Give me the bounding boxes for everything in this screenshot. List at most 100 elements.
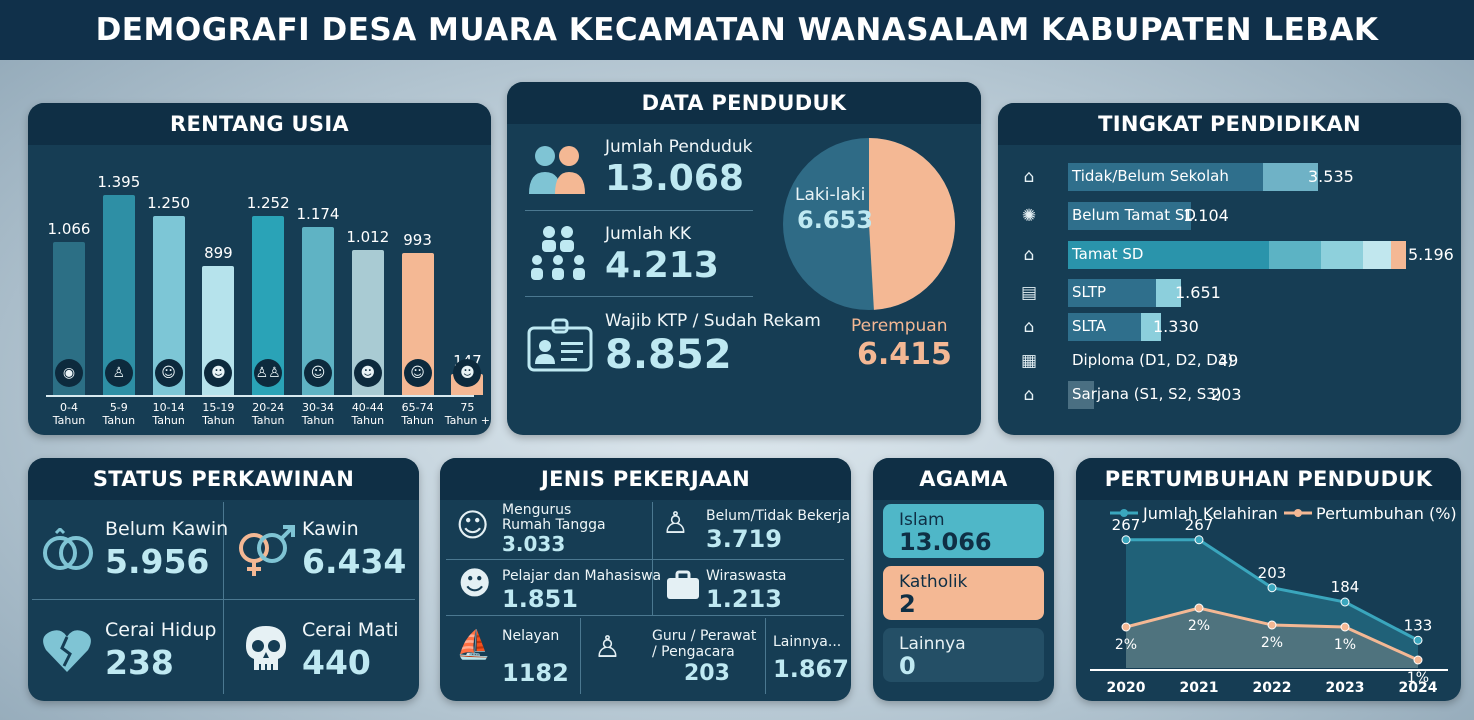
pendidikan-bar-segment — [1156, 279, 1181, 307]
lainnya-agama-value: 0 — [899, 652, 916, 680]
wajib-ktp-value: 8.852 — [605, 332, 732, 378]
pendidikan-row: ⌂ Tidak/Belum Sekolah 3.535 — [1012, 163, 1461, 191]
pekerjaan-panel: JENIS PEKERJAAN ☺ Mengurus Rumah Tangga … — [440, 458, 851, 701]
cerai-mati-label: Cerai Mati — [302, 619, 399, 641]
pendidikan-panel: TINGKAT PENDIDIKAN ⌂ Tidak/Belum Sekolah 3… — [998, 103, 1461, 435]
page-title: DEMOGRAFI DESA MUARA KECAMATAN WANASALAM… — [95, 12, 1379, 48]
pendidikan-row: ▤ SLTP 1.651 — [1012, 279, 1461, 307]
kid-icon: ☺ — [154, 359, 183, 387]
pendidikan-label: Sarjana (S1, S2, S3) — [1072, 385, 1222, 403]
pertumbuhan-point — [1340, 622, 1350, 632]
age-range-label: 40-44 Tahun — [338, 401, 398, 427]
rentang-usia-heading: RENTANG USIA — [28, 103, 491, 145]
pendidikan-bar-segment — [1068, 381, 1094, 409]
briefcase-icon — [666, 570, 700, 604]
pendidikan-bar-segment — [1068, 241, 1269, 269]
graduation-cap-icon: ⌂ — [1023, 167, 1035, 187]
pendidikan-bar-segment — [1263, 163, 1318, 191]
age-value-label: 993 — [403, 230, 432, 249]
age-unit-text: Tahun — [202, 414, 235, 427]
age-range-label: 10-14 Tahun — [139, 401, 199, 427]
belum-kawin-value: 5.956 — [105, 542, 210, 581]
pendidikan-bar — [1068, 279, 1181, 307]
kelahiran-point — [1121, 535, 1131, 545]
pekerjaan-heading: JENIS PEKERJAAN — [440, 458, 851, 500]
age-unit-text: Tahun + — [444, 414, 491, 427]
age-range-text: 40-44 — [351, 401, 384, 414]
perempuan-value: 6.415 — [857, 337, 952, 372]
pertumbuhan-point — [1121, 622, 1131, 632]
age-range-text: 20-24 — [252, 401, 285, 414]
pertumbuhan-data-label: 2% — [1188, 618, 1210, 634]
sarjana-cap-icon: ⌂ — [1023, 385, 1035, 405]
pendidikan-bar-segment — [1390, 241, 1406, 269]
senior-icon: ☻ — [453, 359, 482, 387]
id-card-icon — [527, 318, 593, 374]
age-unit-text: Tahun — [152, 414, 185, 427]
perempuan-label: Perempuan — [851, 316, 948, 336]
divider — [765, 618, 766, 694]
rings-icon — [40, 526, 96, 578]
pendidikan-bar-segment — [1363, 241, 1391, 269]
pertumbuhan-panel: PERTUMBUHAN PENDUDUK Jumlah Kelahiran Per… — [1076, 458, 1461, 701]
perkawinan-heading: STATUS PERKAWINAN — [28, 458, 419, 500]
divider — [525, 210, 753, 211]
age-value-label: 1.250 — [147, 193, 191, 212]
agama-panel: AGAMA Islam 13.066 Katholik 2 Lainnya 0 — [873, 458, 1054, 701]
age-unit-text: Tahun — [251, 414, 285, 427]
age-range-label: 20-24 Tahun — [238, 401, 298, 427]
nelayan-value: 1182 — [502, 659, 569, 687]
pie-slice-perempuan — [869, 138, 955, 310]
age-range-label: 30-34 Tahun — [288, 401, 348, 427]
pertumbuhan-data-label: 2% — [1115, 637, 1137, 653]
pertumbuhan-point — [1267, 620, 1277, 630]
pendidikan-value: 49 — [1218, 351, 1239, 370]
child-icon: ♙ — [104, 359, 133, 387]
data-penduduk-panel: DATA PENDUDUK Jumlah Penduduk 13.068 Jum… — [507, 82, 981, 435]
pelajar-label: Pelajar dan Mahasiswa — [502, 568, 662, 584]
unemployed-icon: ♙ — [662, 506, 689, 541]
age-range-text: 10-14 — [152, 401, 185, 414]
gender-pie-chart — [783, 138, 955, 310]
book-icon: ▤ — [1020, 283, 1038, 303]
age-value-label: 1.395 — [97, 173, 141, 191]
age-range-label: 65-74 Tahun — [388, 401, 448, 427]
pendidikan-bar-segment — [1068, 163, 1263, 191]
kawin-label: Kawin — [302, 518, 359, 540]
pertumbuhan-heading: PERTUMBUHAN PENDUDUK — [1076, 458, 1461, 500]
pendidikan-row: ⌂ Tamat SD 5.196 — [1012, 241, 1461, 269]
divider — [446, 559, 844, 560]
agama-katholik-card: Katholik 2 — [883, 566, 1044, 620]
growth-line-chart: Jumlah Kelahiran Pertumbuhan (%) 267 267 203… — [1090, 504, 1457, 696]
nelayan-label: Nelayan — [502, 628, 560, 644]
elder-icon: ☺ — [403, 359, 432, 387]
divider — [652, 502, 653, 615]
x-tick-label: 2020 — [1107, 680, 1146, 696]
laki-laki-value: 6.653 — [797, 206, 873, 234]
age-chart: 1.066 ◉ 0-4 Tahun 1.395 ♙ 5-9 Tahun 1.250 ☺ 10-14 T… — [28, 145, 491, 435]
katholik-label: Katholik — [899, 572, 968, 592]
kelahiran-data-label: 267 — [1112, 516, 1141, 534]
age-value-label: 899 — [204, 244, 233, 263]
guru-label-1: Guru / Perawat — [652, 628, 757, 644]
pendidikan-label: Belum Tamat SD — [1072, 206, 1196, 224]
couple-icon: ♙♙ — [254, 359, 283, 387]
pendidikan-value: 203 — [1211, 385, 1242, 404]
x-tick-label: 2022 — [1253, 680, 1292, 696]
age-value-label: 1.174 — [296, 204, 340, 223]
age-range-text: 65-74 — [401, 401, 434, 414]
mortarboard-icon: ⌂ — [1023, 245, 1035, 265]
kelahiran-data-label: 184 — [1331, 578, 1360, 596]
rentang-usia-panel: RENTANG USIA 1.066 ◉ 0-4 Tahun 1.395 ♙ 5-9 Tahu… — [28, 103, 491, 435]
pendidikan-row: ▦ Diploma (D1, D2, D3) 49 — [1012, 347, 1461, 375]
jumlah-kk-value: 4.213 — [605, 245, 719, 286]
x-tick-label: 2021 — [1180, 680, 1219, 696]
lainnya-value: 1.867 — [773, 655, 849, 683]
homemaker-icon: ☺ — [456, 506, 490, 544]
pendidikan-bar-segment — [1068, 279, 1157, 307]
pelajar-value: 1.851 — [502, 585, 578, 613]
mengurus-value: 3.033 — [502, 532, 566, 556]
age-range-text: 30-34 — [302, 401, 334, 414]
pendidikan-bar — [1068, 163, 1318, 191]
age-unit-text: Tahun — [351, 414, 385, 427]
